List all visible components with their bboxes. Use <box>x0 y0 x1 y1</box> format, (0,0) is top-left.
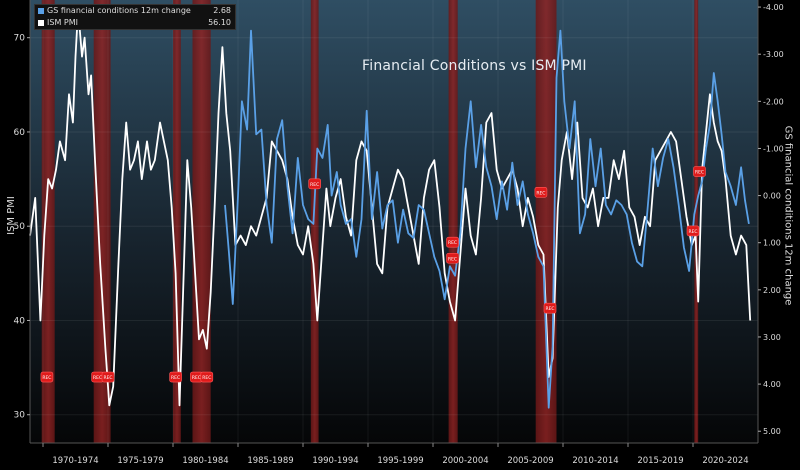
chart-title: Financial Conditions vs ISM PMI <box>362 58 587 74</box>
y-right-tick-label: 1.00 <box>763 239 781 248</box>
x-tick-label: 1980-1984 <box>182 456 228 466</box>
recession-band <box>41 0 55 443</box>
y-left-tick-label: 40 <box>14 316 26 326</box>
y-right-tick-label: 3.00 <box>763 333 781 342</box>
recession-marker: REC <box>101 371 115 383</box>
y-right-tick-label: 4.00 <box>763 380 781 389</box>
x-tick-label: 1990-1994 <box>312 456 358 466</box>
recession-marker-label: REC <box>42 375 51 381</box>
recession-marker-label: REC <box>93 375 102 381</box>
x-tick-label: 1995-1999 <box>377 456 423 466</box>
legend-swatch-ism <box>38 20 44 26</box>
recession-marker-label: REC <box>202 375 211 381</box>
recession-marker-label: REC <box>695 170 704 176</box>
x-tick-label: 2010-2014 <box>572 456 618 466</box>
x-tick-label: 2020-2024 <box>702 456 748 466</box>
x-tick-label: 1985-1989 <box>247 456 293 466</box>
y-right-tick-label: 5.00 <box>763 427 781 436</box>
y-axis-left-title: ISM PMI <box>5 196 17 235</box>
y-right-tick-label: -1.00 <box>763 144 784 153</box>
recession-marker-label: REC <box>536 190 545 196</box>
legend-value-ism: 56.10 <box>208 18 231 27</box>
x-tick-label: 2000-2004 <box>442 456 488 466</box>
recession-marker-box <box>446 236 459 248</box>
plot-background <box>30 0 758 443</box>
recession-band <box>192 0 211 443</box>
recession-band <box>535 0 557 443</box>
legend-value-fci: 2.68 <box>213 6 231 15</box>
recession-marker-box <box>446 252 459 264</box>
legend-label-fci: GS financial conditions 12m change <box>47 6 191 15</box>
recession-marker: REC <box>169 371 182 383</box>
y-left-tick-label: 30 <box>14 411 26 421</box>
legend: GS financial conditions 12m change 2.68 … <box>34 4 236 30</box>
recession-marker: REC <box>686 225 700 237</box>
recession-marker: REC <box>200 371 214 383</box>
recession-marker-label: REC <box>171 375 180 381</box>
recession-marker: REC <box>446 252 459 264</box>
recession-marker-label: REC <box>688 229 697 235</box>
recession-marker-label: REC <box>103 375 112 381</box>
y-left-tick-label: 60 <box>14 128 26 138</box>
recession-band <box>448 0 458 443</box>
legend-item-fci: GS financial conditions 12m change 2.68 <box>35 5 235 17</box>
recession-marker: REC <box>308 178 322 190</box>
recession-marker-box <box>534 186 548 198</box>
recession-marker: REC <box>543 302 557 314</box>
recession-marker-box <box>693 166 706 177</box>
recession-marker: REC <box>693 166 706 177</box>
x-tick-label: 1970-1974 <box>52 456 98 466</box>
y-right-tick-label: 0.00 <box>763 192 781 201</box>
recession-marker: REC <box>40 371 54 383</box>
legend-swatch-fci <box>38 8 44 14</box>
y-left-tick-label: 50 <box>14 222 26 232</box>
recession-marker-label: REC <box>192 375 201 381</box>
y-right-tick-label: -2.00 <box>763 97 784 106</box>
recession-marker-box <box>40 371 54 383</box>
y-right-tick-label: 2.00 <box>763 286 781 295</box>
recession-marker-label: REC <box>545 306 554 312</box>
recession-marker-box <box>200 371 214 383</box>
y-right-tick-label: -3.00 <box>763 50 784 59</box>
recession-marker-label: REC <box>310 182 319 188</box>
legend-label-ism: ISM PMI <box>47 18 78 27</box>
recession-marker-label: REC <box>448 256 457 262</box>
y-right-tick-label: -4.00 <box>763 3 784 12</box>
recession-marker-label: REC <box>448 240 457 246</box>
recession-marker-box <box>543 302 557 314</box>
series-line-gs-fci <box>224 29 750 409</box>
recession-band <box>173 0 181 443</box>
recession-marker: REC <box>534 186 548 198</box>
legend-item-ism: ISM PMI 56.10 <box>35 17 235 29</box>
x-tick-label: 1975-1979 <box>117 456 163 466</box>
series-line-ism-pmi <box>29 8 752 407</box>
recession-band <box>310 0 319 443</box>
recession-band <box>93 0 111 443</box>
y-axis-right-title: GS financial conditions 12m change <box>782 125 794 306</box>
recession-marker-box <box>169 371 182 383</box>
recession-marker: REC <box>91 371 104 383</box>
recession-marker-box <box>101 371 115 383</box>
y-left-tick-label: 70 <box>14 34 26 44</box>
recession-band <box>694 0 699 443</box>
x-tick-label: 2005-2009 <box>507 456 553 466</box>
recession-marker-box <box>308 178 322 190</box>
x-tick-label: 2015-2019 <box>637 456 683 466</box>
recession-marker-box <box>686 225 700 237</box>
recession-marker: REC <box>446 236 459 248</box>
